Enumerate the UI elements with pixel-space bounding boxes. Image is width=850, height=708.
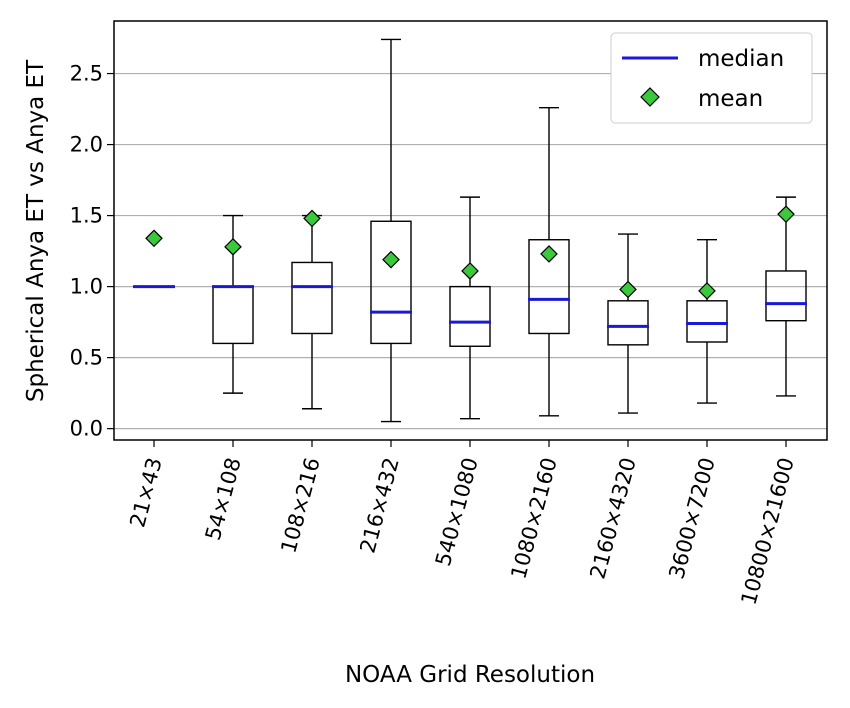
y-tick-label: 2.0 (70, 133, 103, 157)
legend-median-label: median (698, 46, 784, 72)
x-tick-label: 54×108 (201, 455, 246, 543)
legend-frame (610, 32, 813, 124)
box-8 (765, 196, 807, 397)
x-tick-label: 108×216 (276, 455, 324, 556)
box-iqr (765, 270, 807, 322)
y-axis-title: Spherical Anya ET vs Anya ET (23, 59, 49, 402)
box-iqr (370, 220, 412, 345)
mean-marker (145, 229, 163, 248)
y-tick-label: 1.0 (70, 275, 103, 299)
box-6 (607, 233, 649, 414)
mean-marker (224, 237, 242, 256)
x-tick-label: 21×43 (125, 455, 167, 530)
mean-marker (540, 245, 558, 263)
x-axis-title: NOAA Grid Resolution (345, 662, 595, 688)
y-tick-label: 0.0 (70, 417, 103, 441)
boxes (133, 38, 807, 423)
box-4 (449, 196, 491, 420)
x-tick-label: 216×432 (355, 455, 403, 556)
box-0 (133, 229, 175, 289)
box-iqr (449, 285, 491, 347)
box-3 (370, 38, 412, 423)
box-2 (291, 209, 333, 410)
mean-marker (382, 250, 400, 269)
mean-marker (619, 280, 637, 299)
x-tick-label: 3600×7200 (664, 455, 719, 581)
x-tick-label: 2160×4320 (585, 455, 640, 581)
mean-marker (461, 262, 479, 280)
box-iqr (686, 300, 728, 343)
box-iqr (212, 285, 254, 345)
y-tick-label: 0.5 (70, 346, 103, 370)
legend-mean-label: mean (698, 86, 763, 112)
x-axis: 21×43 54×108 108×216 216×432 540×1080 1080×21… (125, 440, 799, 607)
x-tick-label: 1080×2160 (506, 455, 561, 581)
y-tick-label: 1.5 (70, 204, 103, 228)
y-axis: 0.0 0.5 1.0 1.5 2.0 2.5 (70, 62, 114, 441)
box-1 (212, 214, 254, 394)
y-tick-label: 2.5 (70, 62, 103, 86)
x-tick-label: 540×1080 (431, 455, 483, 569)
legend-mean-swatch (640, 87, 660, 107)
box-iqr (528, 239, 570, 335)
mean-marker (303, 209, 321, 228)
x-tick-label: 10800×21600 (737, 455, 799, 607)
box-iqr (291, 261, 333, 335)
box-iqr (607, 300, 649, 346)
box-7 (686, 239, 728, 404)
legend: median mean (610, 32, 813, 124)
mean-marker (777, 205, 795, 224)
mean-marker (698, 282, 716, 300)
box-5 (528, 106, 570, 417)
